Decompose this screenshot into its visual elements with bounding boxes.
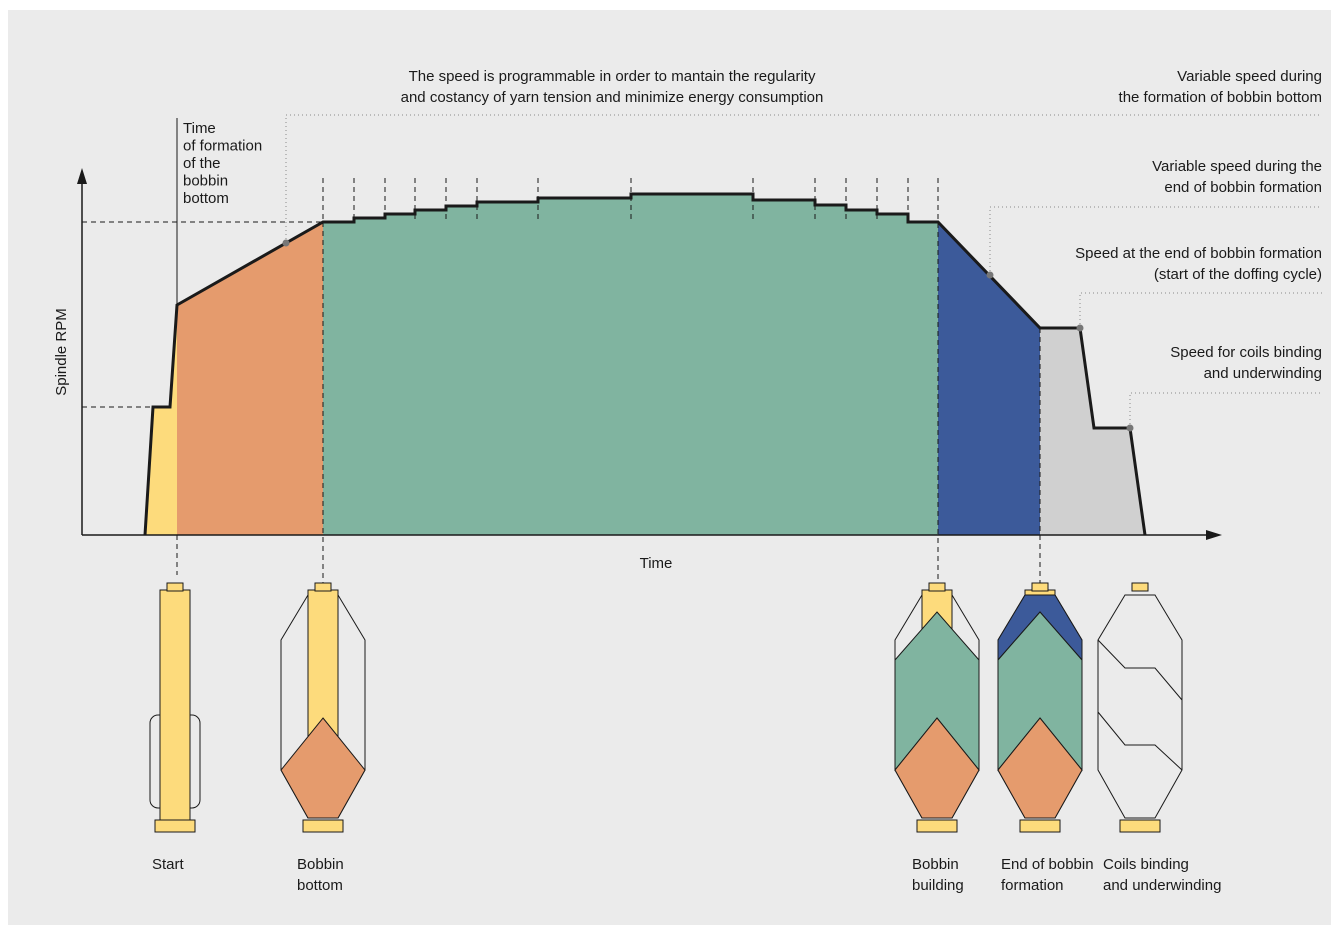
cap [314, 582, 332, 592]
x-axis-label: Time [640, 555, 673, 572]
base [302, 819, 344, 833]
bottom-layer [280, 717, 366, 819]
bobbins [149, 582, 1183, 833]
tube [307, 589, 339, 741]
y-arrow [77, 168, 87, 184]
speed-areas [145, 194, 1145, 535]
annotation: bobbin [183, 173, 228, 190]
stage-label: Bobbin [297, 856, 344, 873]
annotation: The speed is programmable in order to ma… [409, 68, 816, 85]
leader [1079, 292, 1322, 328]
leader [989, 206, 1322, 275]
stage-label: End of bobbin [1001, 856, 1094, 873]
cap [1131, 582, 1149, 592]
annotation: bottom [183, 190, 229, 207]
stage-label: and underwinding [1103, 877, 1221, 894]
annotation: Speed for coils binding [1170, 344, 1322, 361]
y-axis-label: Spindle RPM [53, 308, 70, 396]
stage-label: building [912, 877, 964, 894]
axes [77, 168, 1222, 540]
annotation: end of bobbin formation [1164, 179, 1322, 196]
building-area [323, 194, 938, 535]
annotation: (start of the doffing cycle) [1154, 266, 1322, 283]
leaders [285, 114, 1322, 428]
base [1119, 819, 1161, 833]
leader [285, 114, 1322, 243]
coil-line [1097, 639, 1183, 701]
base [1019, 819, 1061, 833]
coil-line [1097, 711, 1183, 771]
coils-area [1040, 328, 1145, 535]
stage-label: formation [1001, 877, 1064, 894]
annotation: of the [183, 155, 221, 172]
annotation: Speed at the end of bobbin formation [1075, 245, 1322, 262]
cap [1031, 582, 1049, 592]
end-area [938, 222, 1040, 535]
bottom-layer [894, 717, 980, 819]
annotation: Time [183, 120, 216, 137]
base [916, 819, 958, 833]
cap [166, 582, 184, 592]
tube [159, 589, 191, 823]
bobbin-outline [1097, 594, 1183, 819]
bottom-area [177, 222, 323, 535]
bottom-layer [997, 717, 1083, 819]
annotation: of formation [183, 138, 262, 155]
annotation: and costancy of yarn tension and minimiz… [401, 89, 824, 106]
stage-label: Bobbin [912, 856, 959, 873]
base [154, 819, 196, 833]
annotation: and underwinding [1204, 365, 1322, 382]
annotation: the formation of bobbin bottom [1119, 89, 1322, 106]
leader-dots [282, 239, 1134, 432]
annotation: Variable speed during the [1152, 158, 1322, 175]
dot [986, 271, 994, 279]
stage-label: bottom [297, 877, 343, 894]
x-arrow [1206, 530, 1222, 540]
stage-label: Coils binding [1103, 856, 1189, 873]
stage-label: Start [152, 856, 185, 873]
dot [1126, 424, 1134, 432]
guide-lines [82, 178, 1041, 590]
cap [928, 582, 946, 592]
dot [282, 239, 290, 247]
dot [1076, 324, 1084, 332]
start-area [145, 305, 177, 535]
annotation: Variable speed during [1177, 68, 1322, 85]
